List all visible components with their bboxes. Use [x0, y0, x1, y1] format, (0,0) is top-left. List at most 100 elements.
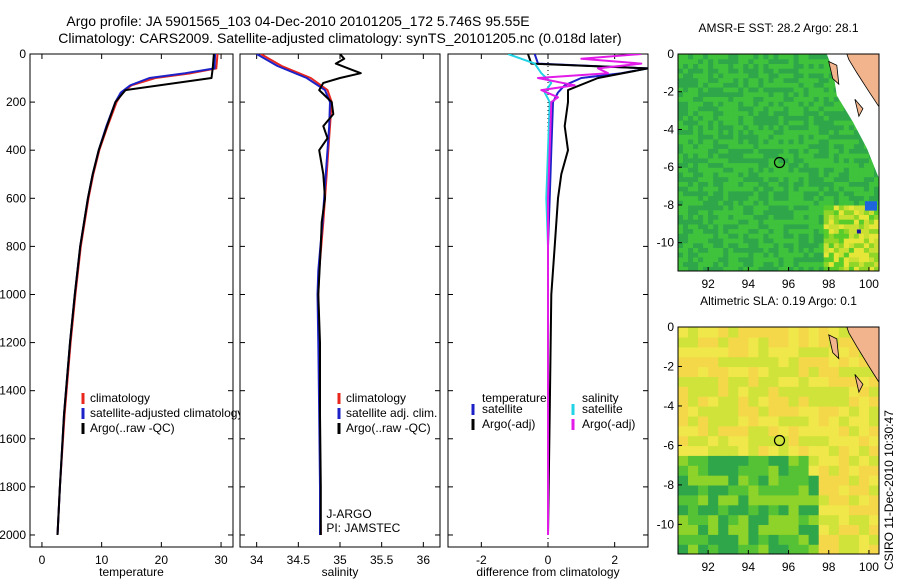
map-cell	[753, 72, 759, 79]
map-cell	[698, 266, 704, 271]
map-cell	[708, 200, 714, 206]
map-cell	[688, 494, 699, 506]
map-cell	[683, 219, 689, 225]
y-tick-label: -4	[663, 122, 674, 136]
map-cell	[703, 115, 709, 121]
map-cell	[798, 356, 810, 368]
map-cell	[768, 475, 780, 486]
map-cell	[748, 157, 754, 164]
map-cell	[869, 524, 879, 535]
map-cell	[748, 101, 754, 107]
map-cell	[798, 143, 805, 149]
map-cell	[698, 494, 709, 506]
map-cell	[678, 110, 684, 116]
map-cell	[818, 435, 830, 447]
map-cell	[683, 63, 689, 69]
map-cell	[793, 115, 800, 121]
map-cell	[758, 445, 770, 456]
map-cell	[758, 124, 764, 131]
map-cells	[678, 327, 879, 554]
map-cell	[833, 134, 840, 140]
map-cell	[869, 406, 879, 417]
map-cell	[688, 58, 694, 64]
map-cell	[688, 115, 694, 121]
map-cell	[753, 209, 759, 215]
map-cell	[778, 134, 785, 140]
map-cell	[803, 77, 810, 83]
map-cell	[733, 82, 739, 88]
map-cell	[874, 190, 879, 197]
map-cell	[798, 209, 805, 215]
map-cell	[808, 238, 815, 244]
map-cell	[743, 87, 749, 93]
map-cell	[728, 475, 739, 486]
map-cell	[688, 475, 699, 486]
map-cell	[738, 162, 744, 168]
map-cell	[728, 396, 739, 407]
map-cell	[783, 124, 790, 131]
map-cell	[703, 171, 709, 178]
map-cell	[818, 475, 830, 486]
map-cell	[803, 171, 810, 178]
map-cell	[743, 157, 749, 164]
map-cell	[708, 366, 719, 377]
map-cell	[823, 247, 830, 253]
map-cell	[848, 494, 860, 506]
map-cell	[713, 176, 719, 182]
map-cell	[688, 124, 694, 131]
map-cell	[678, 406, 689, 417]
map-cell	[793, 247, 800, 253]
map-cell	[843, 186, 850, 192]
map-cell	[758, 162, 764, 168]
map-cell	[818, 534, 830, 545]
map-cell	[748, 233, 754, 239]
map-cell	[818, 396, 830, 407]
map-cell	[833, 167, 840, 173]
map-cell	[693, 256, 699, 263]
map-cell	[718, 148, 724, 154]
map-cell	[833, 162, 840, 168]
map-cell	[703, 195, 709, 201]
map-cell	[748, 77, 754, 83]
map-cell	[823, 87, 830, 93]
map-cell	[703, 219, 709, 225]
map-cell	[743, 143, 749, 149]
map-cell	[758, 346, 770, 358]
map-cell	[828, 115, 835, 121]
map-cell	[823, 63, 830, 69]
map-cell	[743, 266, 749, 271]
map-cell	[778, 475, 790, 486]
map-cell	[828, 105, 835, 112]
map-cell	[688, 205, 694, 211]
map-cell	[723, 101, 729, 107]
map-cell	[678, 233, 684, 239]
map-cell	[688, 138, 694, 145]
map-cell	[718, 366, 729, 377]
map-cell	[678, 105, 684, 112]
map-cell	[798, 544, 810, 554]
map-cell	[858, 138, 865, 145]
map-cell	[728, 129, 734, 135]
y-tick-label: 400	[6, 143, 26, 157]
map-cell	[858, 376, 870, 387]
map-cell	[773, 138, 780, 145]
legend-entry: satellite adj. clim.	[346, 406, 437, 420]
y-tick-label: 0	[667, 320, 674, 334]
map-cell	[869, 247, 875, 253]
map-cell	[738, 504, 749, 516]
map-cell	[808, 494, 820, 506]
map-cell	[703, 176, 709, 182]
map-cell	[853, 190, 860, 197]
map-cell	[743, 167, 749, 173]
map-cell	[783, 266, 790, 271]
map-cell	[758, 465, 770, 476]
map-cell	[748, 327, 759, 338]
map-cell	[828, 205, 835, 211]
map-cell	[838, 524, 850, 535]
map-cell	[813, 153, 820, 159]
map-cell	[813, 219, 820, 225]
map-cell	[708, 346, 719, 358]
map-cell	[723, 82, 729, 88]
map-cell	[678, 54, 684, 60]
map-cell	[818, 176, 825, 182]
